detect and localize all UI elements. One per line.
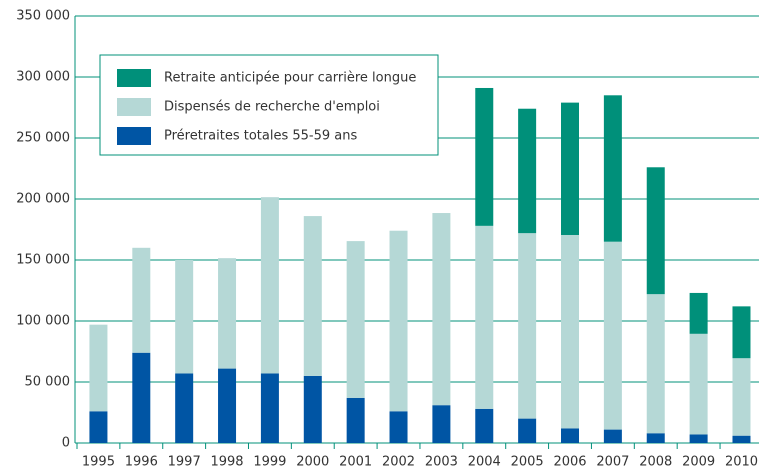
y-tick-label: 200 000	[16, 192, 70, 207]
bar-segment	[260, 197, 279, 374]
bar-segment	[389, 411, 408, 443]
x-tick-label: 2004	[468, 455, 501, 470]
bar-segment	[732, 306, 751, 359]
bar-segment	[561, 234, 580, 429]
bar-segment	[260, 373, 279, 443]
bar-segment	[218, 258, 237, 369]
bar-segment	[561, 428, 580, 443]
bar-segment	[518, 233, 537, 419]
bar-segment	[175, 373, 194, 443]
bar-segment	[475, 225, 494, 409]
x-tick-label: 1999	[253, 455, 286, 470]
x-tick-label: 2003	[425, 455, 458, 470]
bar-segment	[561, 102, 580, 235]
bar-segment	[732, 435, 751, 443]
bar-segment	[518, 108, 537, 234]
x-tick-label: 2010	[725, 455, 758, 470]
y-tick-label: 250 000	[16, 131, 70, 146]
legend-label: Dispensés de recherche d'emploi	[164, 100, 380, 115]
bar-segment	[646, 294, 665, 434]
bar-segment	[346, 397, 365, 443]
bar-segment	[646, 433, 665, 443]
bar-segment	[303, 375, 322, 443]
x-tick-label: 1996	[125, 455, 158, 470]
bar-segment	[432, 405, 451, 443]
bar-segment	[89, 411, 108, 443]
x-tick-label: 2005	[511, 455, 544, 470]
bar-segment	[689, 292, 708, 334]
legend-swatch	[117, 98, 151, 116]
bar-segment	[475, 408, 494, 443]
y-tick-label: 100 000	[16, 314, 70, 329]
x-tick-label: 2006	[553, 455, 586, 470]
x-tick-label: 2009	[682, 455, 715, 470]
legend-swatch	[117, 127, 151, 145]
y-tick-label: 50 000	[25, 375, 71, 390]
legend-box	[99, 54, 439, 156]
bar-segment	[89, 324, 108, 412]
legend-label: Retraite anticipée pour carrière longue	[164, 71, 416, 86]
bar-segment	[303, 216, 322, 376]
bar-segment	[218, 368, 237, 443]
bar-segment	[518, 418, 537, 443]
y-tick-label: 350 000	[16, 9, 70, 24]
x-tick-label: 2002	[382, 455, 415, 470]
bar-segment	[475, 87, 494, 226]
bar-segment	[732, 358, 751, 436]
x-tick-label: 1997	[168, 455, 201, 470]
bar-segment	[689, 434, 708, 443]
x-tick-label: 1995	[82, 455, 115, 470]
x-tick-label: 2008	[639, 455, 672, 470]
bar-segment	[432, 213, 451, 406]
x-tick-label: 2000	[296, 455, 329, 470]
x-tick-label: 2007	[596, 455, 629, 470]
bar-segment	[646, 167, 665, 295]
bar-segment	[603, 95, 622, 242]
x-tick-label: 1998	[210, 455, 243, 470]
y-tick-label: 0	[62, 436, 70, 451]
bar-segment	[389, 230, 408, 412]
bar-segment	[689, 333, 708, 435]
bar-segment	[603, 429, 622, 443]
bar-segment	[603, 241, 622, 430]
x-tick-label: 2001	[339, 455, 372, 470]
bar-segment	[346, 241, 365, 398]
legend-label: Préretraites totales 55-59 ans	[164, 129, 357, 144]
legend-swatch	[117, 69, 151, 87]
y-tick-label: 300 000	[16, 70, 70, 85]
bar-segment	[132, 352, 151, 443]
bar-segment	[132, 247, 151, 353]
y-tick-label: 150 000	[16, 253, 70, 268]
bar-segment	[175, 260, 194, 374]
